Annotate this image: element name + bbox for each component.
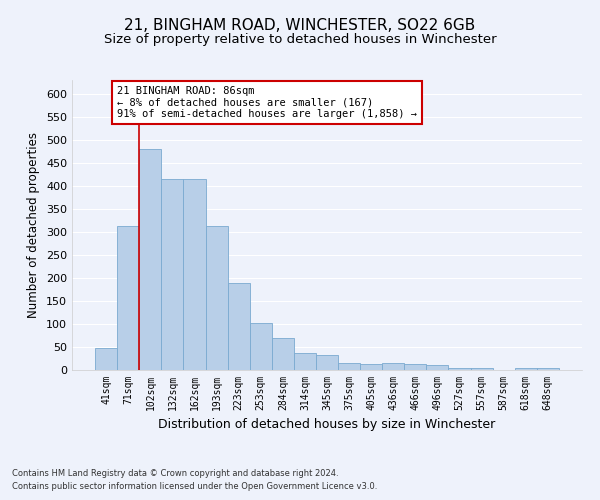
Bar	[338, 363, 360, 370]
Bar	[272, 338, 294, 370]
Bar	[227, 282, 250, 370]
Bar	[161, 179, 184, 370]
Bar	[139, 149, 161, 370]
Text: Size of property relative to detached houses in Winchester: Size of property relative to detached ho…	[104, 32, 496, 46]
Bar	[250, 323, 272, 370]
Bar	[316, 356, 338, 370]
Bar	[117, 226, 139, 370]
Bar	[206, 226, 227, 370]
Bar	[95, 348, 117, 370]
Bar	[537, 368, 559, 370]
Y-axis label: Number of detached properties: Number of detached properties	[28, 132, 40, 318]
Bar	[360, 364, 382, 370]
Bar	[427, 366, 448, 370]
Bar	[294, 352, 316, 370]
Text: 21, BINGHAM ROAD, WINCHESTER, SO22 6GB: 21, BINGHAM ROAD, WINCHESTER, SO22 6GB	[124, 18, 476, 32]
Bar	[184, 179, 206, 370]
Bar	[382, 363, 404, 370]
X-axis label: Distribution of detached houses by size in Winchester: Distribution of detached houses by size …	[158, 418, 496, 432]
Bar	[470, 368, 493, 370]
Bar	[448, 368, 470, 370]
Text: Contains HM Land Registry data © Crown copyright and database right 2024.: Contains HM Land Registry data © Crown c…	[12, 468, 338, 477]
Text: Contains public sector information licensed under the Open Government Licence v3: Contains public sector information licen…	[12, 482, 377, 491]
Text: 21 BINGHAM ROAD: 86sqm
← 8% of detached houses are smaller (167)
91% of semi-det: 21 BINGHAM ROAD: 86sqm ← 8% of detached …	[117, 86, 417, 119]
Bar	[515, 368, 537, 370]
Bar	[404, 364, 427, 370]
